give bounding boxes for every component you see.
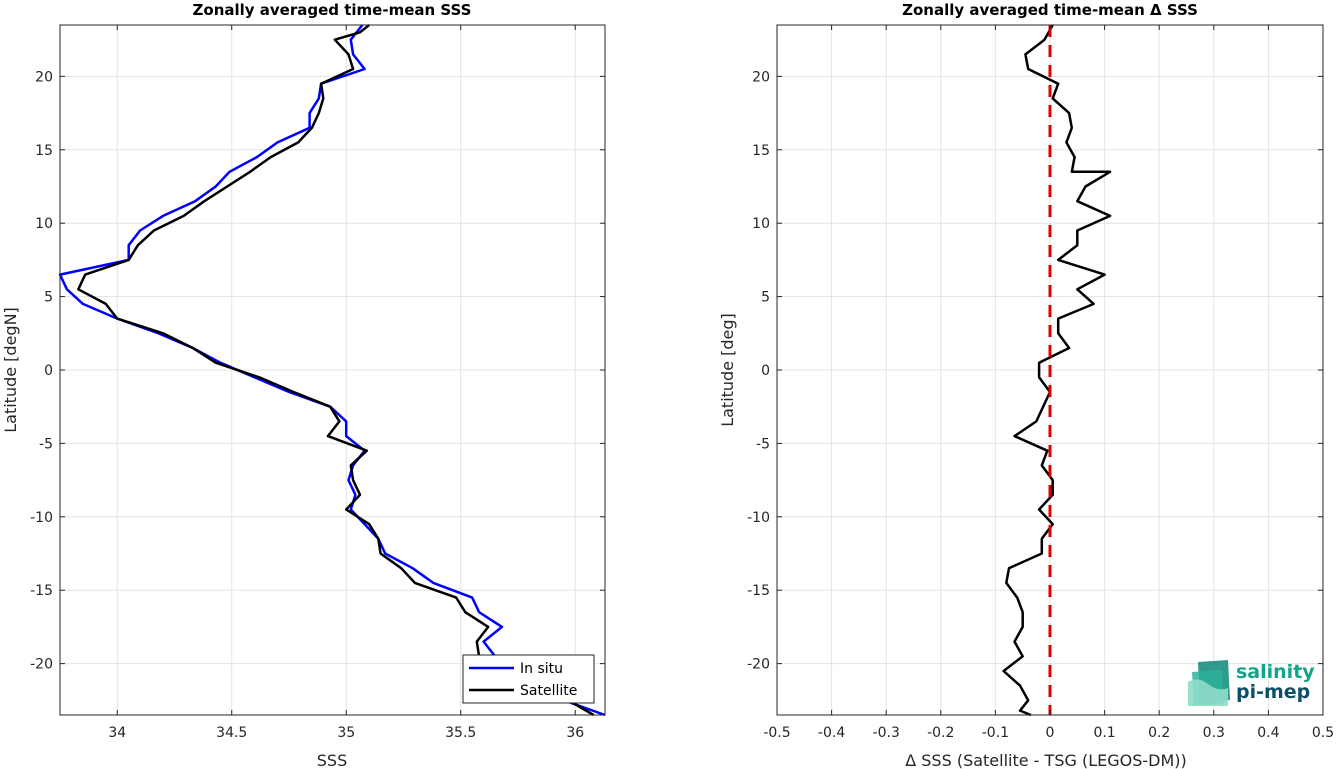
left-y-tick-label: 5 (44, 290, 53, 306)
right-y-axis-label: Latitude [deg] (718, 313, 737, 427)
right-x-tick-label: 0.3 (1203, 725, 1225, 741)
right-x-tick-label: 0.4 (1257, 725, 1279, 741)
right-y-tick-label: 0 (761, 363, 770, 379)
left-y-tick-label: -15 (30, 583, 53, 599)
right-x-tick-label: 0 (1046, 725, 1055, 741)
left-y-tick-label: 10 (35, 216, 53, 232)
left-series-line-satellite (77, 24, 595, 717)
right-chart-title: Zonally averaged time-mean Δ SSS (902, 1, 1198, 19)
left-tick-labels: 34 34.5 35 35.5 36 -20 -15 -10 -5 0 5 10 15 20 (30, 25, 605, 741)
left-x-tick-label: 35.5 (445, 725, 476, 741)
logo-text-line2: pi-mep (1236, 681, 1310, 703)
left-y-tick-label: 20 (35, 69, 53, 85)
left-chart-panel: 34 34.5 35 35.5 36 -20 -15 -10 -5 0 5 10 15 20 Zonall… (1, 1, 606, 769)
right-y-tick-label: -10 (747, 510, 770, 526)
right-y-tick-label: -20 (747, 657, 770, 673)
left-y-tick-label: 0 (44, 363, 53, 379)
left-gridlines (60, 25, 605, 715)
right-series-line-0 (1002, 24, 1112, 717)
right-x-tick-label: -0.4 (818, 725, 845, 741)
right-x-tick-label: 0.5 (1312, 725, 1334, 741)
right-x-tick-label: -0.5 (763, 725, 790, 741)
left-x-tick-label: 35 (337, 725, 355, 741)
right-y-tick-label: -5 (756, 436, 770, 452)
right-x-tick-label: 0.1 (1093, 725, 1115, 741)
right-x-tick-label: -0.2 (927, 725, 954, 741)
left-chart-title: Zonally averaged time-mean SSS (193, 1, 472, 19)
logo-wave-icon (1188, 660, 1230, 706)
right-y-tick-label: 15 (752, 143, 770, 159)
left-y-axis-label: Latitude [degN] (1, 307, 20, 433)
left-y-tick-label: -5 (39, 436, 53, 452)
logo-text-line1: salinity (1236, 661, 1315, 683)
left-y-tick-label: 15 (35, 143, 53, 159)
right-y-tick-label: 10 (752, 216, 770, 232)
left-x-axis-label: SSS (317, 751, 347, 769)
right-x-tick-label: -0.3 (873, 725, 900, 741)
right-x-tick-label: 0.2 (1148, 725, 1170, 741)
right-y-tick-label: 20 (752, 69, 770, 85)
salinity-pi-mep-logo: salinity pi-mep (1188, 660, 1315, 706)
left-y-tick-label: -20 (30, 657, 53, 673)
right-tick-labels: -0.5 -0.4 -0.3 -0.2 -0.1 0 0.1 0.2 0.3 0.4 0.5 -20 -… (747, 25, 1334, 741)
right-series-layer (1002, 24, 1112, 717)
right-y-tick-label: -15 (747, 583, 770, 599)
right-x-tick-label: -0.1 (982, 725, 1009, 741)
left-y-tick-label: -10 (30, 510, 53, 526)
legend-box (462, 654, 595, 704)
left-x-tick-label: 36 (566, 725, 584, 741)
right-x-axis-label: Δ SSS (Satellite - TSG (LEGOS-DM)) (905, 751, 1187, 769)
legend: In situ Satellite (462, 654, 595, 704)
legend-label-in-situ: In situ (520, 661, 563, 677)
left-series-layer (58, 24, 606, 717)
left-x-tick-label: 34.5 (216, 725, 247, 741)
left-x-tick-label: 34 (108, 725, 126, 741)
legend-label-satellite: Satellite (520, 683, 577, 699)
right-chart-panel: -0.5 -0.4 -0.3 -0.2 -0.1 0 0.1 0.2 0.3 0.4 0.5 -20 -… (718, 1, 1334, 769)
right-y-tick-label: 5 (761, 290, 770, 306)
